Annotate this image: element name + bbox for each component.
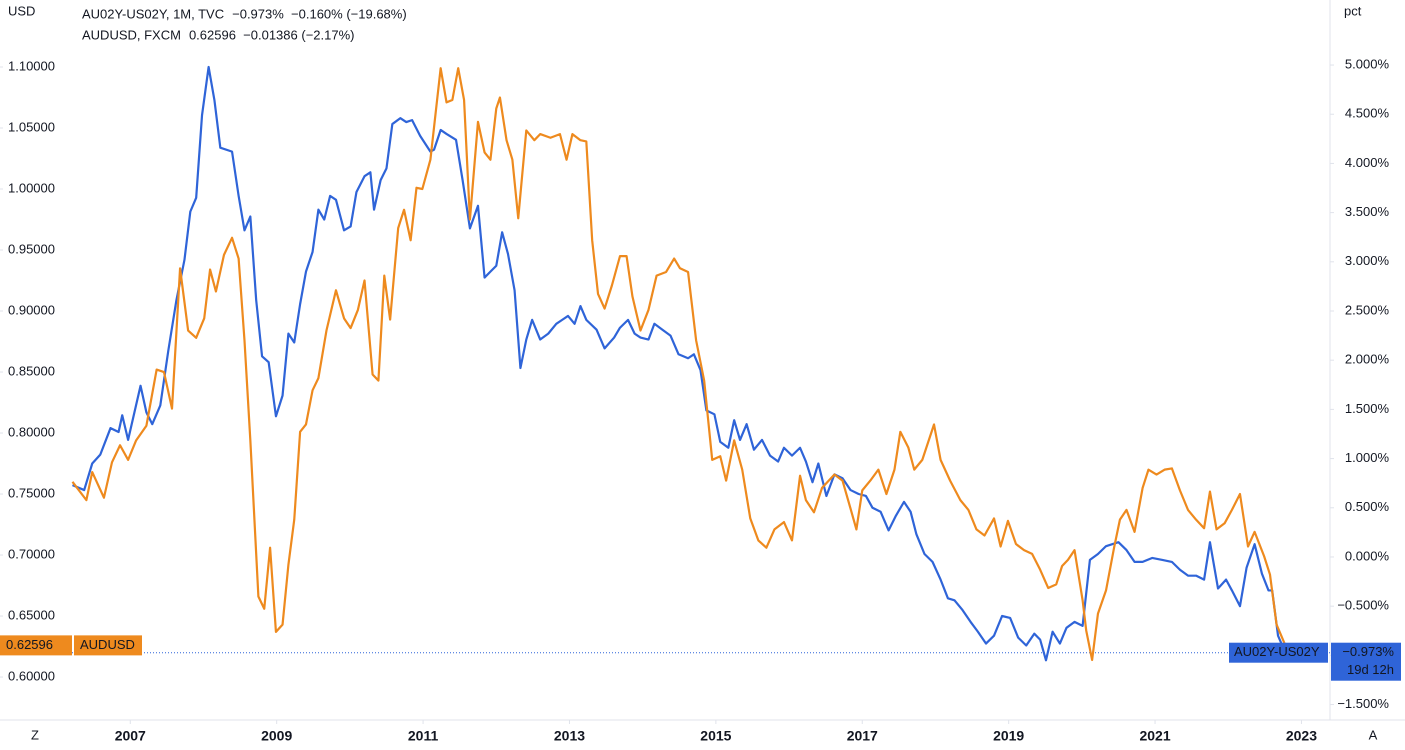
y2-axis-label: pct	[1344, 3, 1362, 18]
y-tick-label: 0.70000	[8, 546, 55, 561]
y2-tick-label: 1.000%	[1345, 450, 1390, 465]
y2-tick-label: 4.500%	[1345, 106, 1390, 121]
y2-tick-label: 3.500%	[1345, 204, 1390, 219]
series-line	[72, 65, 1287, 662]
series-line	[71, 67, 1287, 662]
x-tick-label: 2015	[700, 728, 731, 744]
y-axis-label: USD	[8, 3, 35, 18]
axis-control-button[interactable]: Z	[31, 727, 39, 742]
axis-control-button[interactable]: A	[1369, 727, 1378, 742]
y2-tick-label: −0.500%	[1337, 598, 1389, 613]
left-price-tag-label: 0.62596	[6, 637, 53, 652]
x-tick-label: 2021	[1139, 728, 1170, 744]
x-tick-label: 2019	[993, 728, 1024, 744]
legend-label: AU02Y-US02Y, 1M, TVC	[82, 6, 224, 21]
y-tick-label: 0.65000	[8, 607, 55, 622]
y2-tick-label: 5.000%	[1345, 56, 1390, 71]
legend-label: AUDUSD, FXCM	[82, 27, 181, 42]
left-price-tag	[0, 635, 72, 656]
countdown-label: 19d 12h	[1347, 662, 1394, 677]
y2-tick-label: 0.500%	[1345, 499, 1390, 514]
x-tick-label: 2009	[261, 728, 292, 744]
series-name-tag	[74, 635, 142, 656]
series-name-tag-label: AU02Y-US02Y	[1234, 644, 1320, 659]
y2-tick-label: 1.500%	[1345, 401, 1390, 416]
y2-tick-label: 3.000%	[1345, 253, 1390, 268]
y-tick-label: 0.85000	[8, 363, 55, 378]
y2-tick-label: 2.000%	[1345, 352, 1390, 367]
y-tick-label: 1.10000	[8, 58, 55, 73]
series-name-tag	[1229, 642, 1328, 663]
legend-stats: −0.973% −0.160% (−19.68%)	[232, 6, 407, 21]
x-tick-label: 2011	[408, 728, 439, 744]
y-tick-label: 0.95000	[8, 241, 55, 256]
x-tick-label: 2007	[115, 728, 146, 744]
y-tick-label: 0.80000	[8, 424, 55, 439]
legend-stats: 0.62596 −0.01386 (−2.17%)	[189, 27, 355, 42]
right-price-tag-label: −0.973%	[1342, 644, 1394, 659]
y2-tick-label: 4.000%	[1345, 155, 1390, 170]
x-tick-label: 2013	[554, 728, 585, 744]
series-name-tag-label: AUDUSD	[80, 637, 135, 652]
y-tick-label: 0.60000	[8, 668, 55, 683]
y-tick-label: 1.05000	[8, 119, 55, 134]
y2-tick-label: −1.500%	[1337, 696, 1389, 711]
y-tick-label: 0.90000	[8, 302, 55, 317]
y2-tick-label: 2.500%	[1345, 302, 1390, 317]
y-tick-label: 0.75000	[8, 485, 55, 500]
y-tick-label: 1.00000	[8, 180, 55, 195]
x-tick-label: 2023	[1286, 728, 1317, 744]
x-tick-label: 2017	[847, 728, 878, 744]
right-price-tag	[1331, 642, 1401, 681]
y2-tick-label: 0.000%	[1345, 548, 1390, 563]
